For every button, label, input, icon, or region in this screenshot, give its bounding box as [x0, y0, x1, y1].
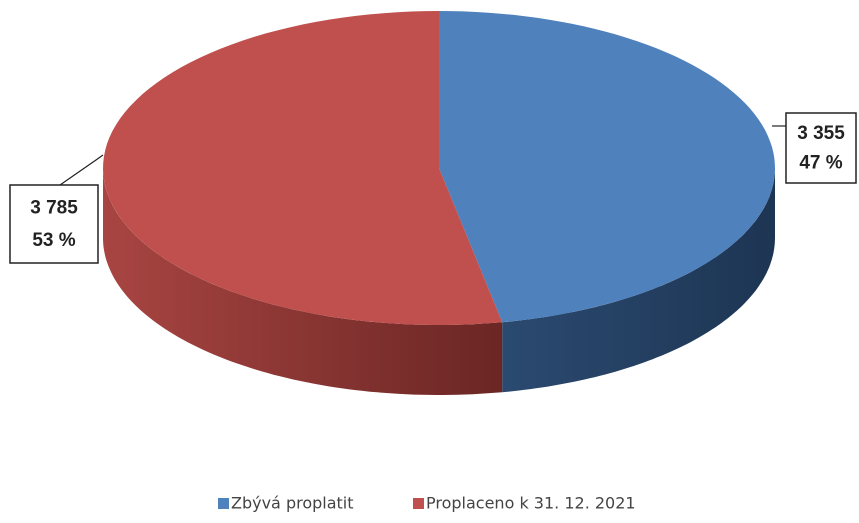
value-label: 3 355	[797, 123, 845, 144]
percent-label: 47 %	[799, 152, 842, 173]
slice-side	[103, 168, 503, 395]
leader-line	[59, 154, 104, 186]
label-box	[785, 112, 857, 184]
value-label: 3 785	[30, 197, 78, 218]
legend-swatch	[218, 498, 229, 509]
slice	[439, 11, 775, 393]
legend-label: Zbývá proplatit	[231, 494, 354, 513]
percent-label: 53 %	[32, 230, 75, 251]
slice-top	[103, 11, 503, 325]
legend-label: Proplaceno k 31. 12. 2021	[426, 494, 636, 513]
slice-side	[502, 168, 775, 393]
slice	[103, 11, 503, 395]
slice-top	[439, 11, 775, 323]
legend-swatch	[413, 498, 424, 509]
label-box	[9, 184, 99, 264]
